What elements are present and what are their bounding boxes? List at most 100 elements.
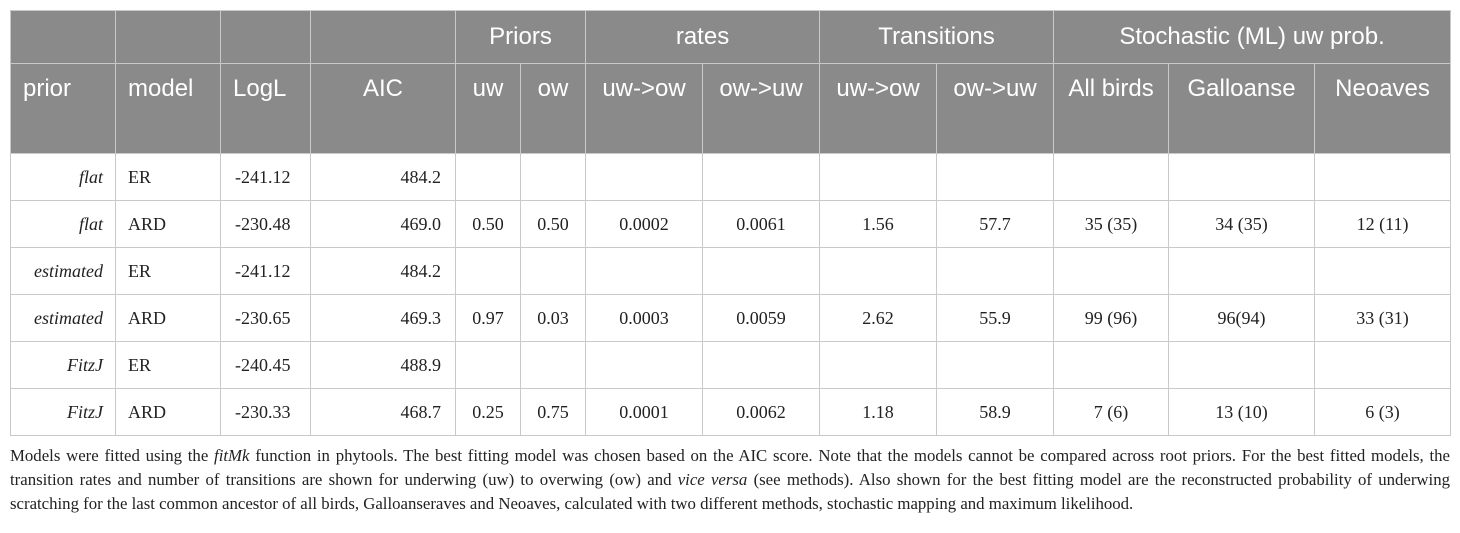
cell-prior-ow: 0.75 [519, 388, 587, 436]
cell-trans-ow-uw [936, 247, 1055, 295]
cell-logl: -241.12 [220, 153, 311, 201]
cell-logl: -230.33 [220, 388, 311, 436]
group-header-row: Priors rates Transitions Stochastic (ML)… [10, 10, 1452, 64]
cell-galloanse: 96(94) [1168, 294, 1316, 342]
column-header-trans-uw-ow: uw->ow [819, 63, 938, 154]
column-header-rate-ow-uw: ow->uw [702, 63, 821, 154]
column-header-aic: AIC [310, 63, 456, 154]
cell-prior: estimated [10, 294, 116, 342]
footnote-vice-versa: vice versa [677, 470, 748, 489]
cell-neoaves: 33 (31) [1314, 294, 1452, 342]
table-row: flat ARD -230.48 469.0 0.50 0.50 0.0002 … [10, 200, 1452, 248]
cell-trans-ow-uw: 55.9 [936, 294, 1055, 342]
cell-galloanse [1168, 341, 1316, 389]
cell-trans-ow-uw [936, 341, 1055, 389]
table-row: flat ER -241.12 484.2 [10, 153, 1452, 201]
column-header-prior: prior [10, 63, 116, 154]
empty-header-cell [220, 10, 311, 64]
footnote-text: Models were fitted using the [10, 446, 215, 465]
cell-rate-ow-uw [702, 341, 821, 389]
cell-all-birds: 99 (96) [1053, 294, 1170, 342]
cell-prior-ow [519, 153, 587, 201]
cell-model: ARD [115, 388, 221, 436]
table-footnote: Models were fitted using the fitMk funct… [10, 444, 1450, 516]
cell-trans-ow-uw [936, 153, 1055, 201]
cell-prior: estimated [10, 247, 116, 295]
group-header-transitions: Transitions [819, 10, 1055, 64]
cell-galloanse: 13 (10) [1168, 388, 1316, 436]
table-row: estimated ER -241.12 484.2 [10, 247, 1452, 295]
table-row: FitzJ ER -240.45 488.9 [10, 341, 1452, 389]
cell-aic: 488.9 [310, 341, 456, 389]
cell-trans-uw-ow: 1.18 [819, 388, 938, 436]
cell-aic: 484.2 [310, 247, 456, 295]
footnote-text: function in phytools. The best fitting m… [10, 446, 1450, 489]
table-container: Priors rates Transitions Stochastic (ML)… [10, 10, 1452, 533]
cell-model: ER [115, 341, 221, 389]
cell-rate-uw-ow: 0.0002 [585, 200, 704, 248]
cell-neoaves: 6 (3) [1314, 388, 1452, 436]
cell-prior: FitzJ [10, 388, 116, 436]
cell-logl: -240.45 [220, 341, 311, 389]
cell-trans-uw-ow [819, 247, 938, 295]
cell-trans-uw-ow: 2.62 [819, 294, 938, 342]
cell-all-birds [1053, 153, 1170, 201]
cell-rate-uw-ow [585, 247, 704, 295]
cell-neoaves [1314, 247, 1452, 295]
cell-prior-uw [455, 153, 521, 201]
cell-trans-uw-ow [819, 341, 938, 389]
cell-rate-uw-ow [585, 341, 704, 389]
cell-prior-ow: 0.03 [519, 294, 587, 342]
cell-prior-uw [455, 341, 521, 389]
empty-header-cell [310, 10, 456, 64]
cell-all-birds: 7 (6) [1053, 388, 1170, 436]
cell-prior: flat [10, 153, 116, 201]
column-header-logl: LogL [220, 63, 311, 154]
cell-prior: FitzJ [10, 341, 116, 389]
cell-prior-ow [519, 341, 587, 389]
cell-all-birds [1053, 341, 1170, 389]
cell-rate-uw-ow [585, 153, 704, 201]
cell-trans-ow-uw: 57.7 [936, 200, 1055, 248]
cell-trans-uw-ow [819, 153, 938, 201]
column-header-all-birds: All birds [1053, 63, 1170, 154]
cell-aic: 469.3 [310, 294, 456, 342]
cell-prior-uw: 0.50 [455, 200, 521, 248]
cell-model: ER [115, 247, 221, 295]
empty-header-cell [115, 10, 221, 64]
column-header-neoaves: Neoaves [1314, 63, 1452, 154]
cell-prior-uw: 0.25 [455, 388, 521, 436]
cell-rate-ow-uw: 0.0059 [702, 294, 821, 342]
cell-prior-ow [519, 247, 587, 295]
cell-rate-ow-uw [702, 153, 821, 201]
group-header-rates: rates [585, 10, 821, 64]
cell-prior-uw: 0.97 [455, 294, 521, 342]
cell-galloanse: 34 (35) [1168, 200, 1316, 248]
cell-galloanse [1168, 153, 1316, 201]
group-header-priors: Priors [454, 10, 587, 64]
column-header-model: model [115, 63, 221, 154]
cell-rate-uw-ow: 0.0003 [585, 294, 704, 342]
cell-rate-uw-ow: 0.0001 [585, 388, 704, 436]
cell-trans-uw-ow: 1.56 [819, 200, 938, 248]
cell-logl: -230.48 [220, 200, 311, 248]
cell-model: ER [115, 153, 221, 201]
column-header-prior-ow: ow [519, 63, 587, 154]
cell-neoaves [1314, 341, 1452, 389]
table-row: FitzJ ARD -230.33 468.7 0.25 0.75 0.0001… [10, 388, 1452, 436]
cell-aic: 484.2 [310, 153, 456, 201]
footnote-text: (see methods). Also shown for the best f… [10, 470, 1450, 513]
cell-prior-uw [455, 247, 521, 295]
group-header-stochastic: Stochastic (ML) uw prob. [1053, 10, 1452, 64]
cell-prior: flat [10, 200, 116, 248]
cell-prior-ow: 0.50 [519, 200, 587, 248]
column-header-row: prior model LogL AIC uw ow uw->ow ow->uw… [10, 63, 1452, 154]
cell-model: ARD [115, 200, 221, 248]
cell-aic: 468.7 [310, 388, 456, 436]
column-header-rate-uw-ow: uw->ow [585, 63, 704, 154]
empty-header-cell [10, 10, 116, 64]
model-results-table: Priors rates Transitions Stochastic (ML)… [10, 10, 1452, 436]
column-header-galloanse: Galloanse [1168, 63, 1316, 154]
cell-rate-ow-uw: 0.0062 [702, 388, 821, 436]
footnote-function-name: fitMk [214, 446, 250, 465]
